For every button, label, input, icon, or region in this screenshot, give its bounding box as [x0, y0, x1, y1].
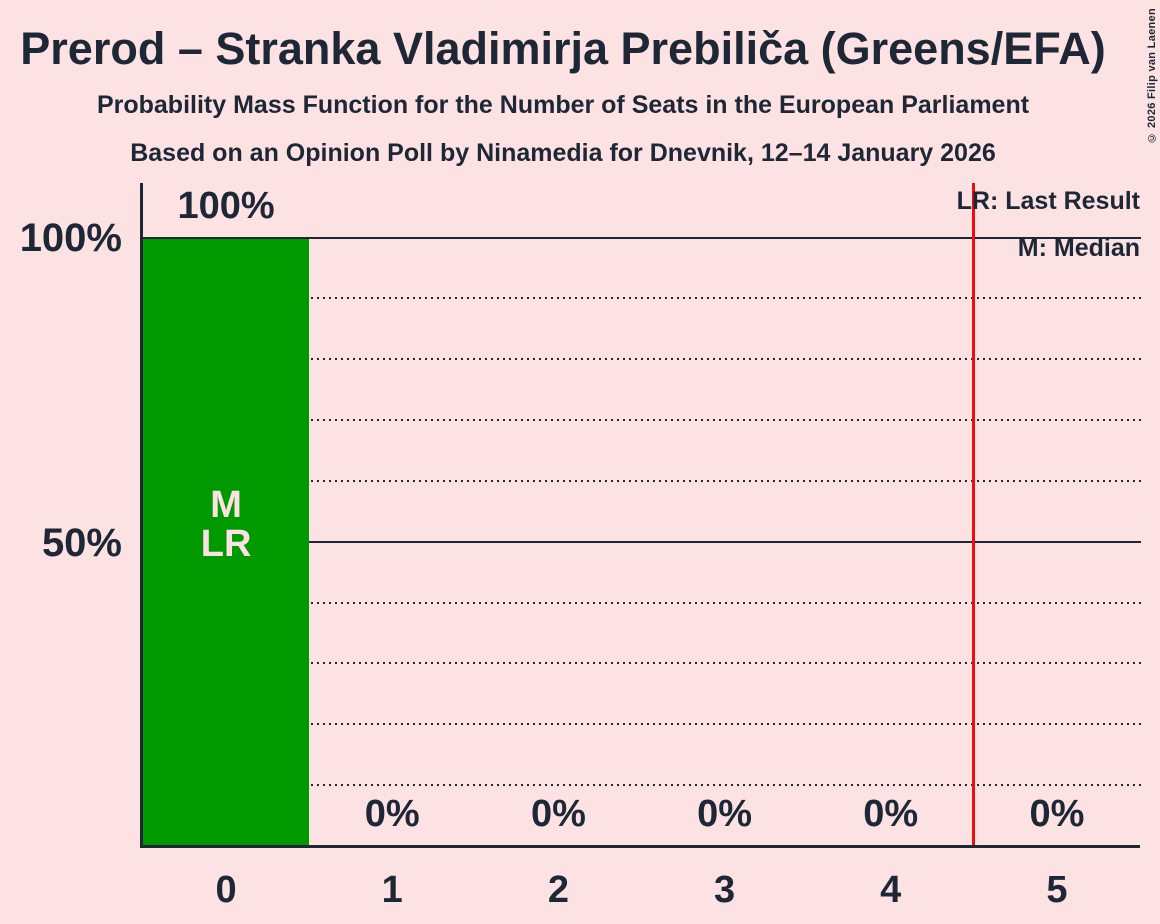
x-tick-label-3: 3	[714, 869, 736, 911]
plot-area: M LR 100% 0% 0% 0% 0% 0%	[140, 183, 1141, 848]
copyright-notice: © 2026 Filip van Laenen	[1146, 8, 1158, 144]
x-tick-label-5: 5	[1046, 869, 1068, 911]
x-tick-label-0: 0	[215, 869, 237, 911]
bar-seats-0: M LR	[143, 238, 310, 845]
y-axis-label-100: 100%	[19, 216, 122, 260]
bar-value-label-0: 100%	[177, 184, 275, 227]
bar-value-label-5: 0%	[1029, 793, 1085, 835]
chart-subtitle: Probability Mass Function for the Number…	[96, 91, 1030, 119]
gridline-100pct-solid	[143, 236, 1141, 239]
gridline-10pct	[143, 784, 1141, 787]
legend-last-result: LR: Last Result	[956, 187, 1140, 215]
bar-value-label-2: 0%	[530, 793, 586, 835]
bar-value-label-1: 0%	[364, 793, 420, 835]
median-marker: M	[210, 483, 242, 526]
gridline-40pct	[143, 601, 1141, 604]
chart-title: Prerod – Stranka Vladimirja Prebiliča (G…	[20, 23, 1106, 74]
last-result-marker: LR	[200, 522, 252, 565]
gridline-80pct	[143, 358, 1141, 361]
gridline-60pct	[143, 479, 1141, 482]
bar-value-label-4: 0%	[863, 793, 919, 835]
chart-subtitle-source: Based on an Opinion Poll by Ninamedia fo…	[130, 139, 996, 167]
gridline-20pct	[143, 723, 1141, 726]
x-tick-label-4: 4	[880, 869, 902, 911]
bar-value-label-3: 0%	[697, 793, 753, 835]
x-tick-label-1: 1	[381, 869, 403, 911]
gridline-30pct	[143, 662, 1141, 665]
gridline-90pct	[143, 297, 1141, 300]
last-result-line	[972, 183, 976, 845]
y-axis-label-50: 50%	[41, 521, 122, 565]
gridline-70pct	[143, 419, 1141, 422]
legend-median: M: Median	[1017, 234, 1140, 262]
x-tick-label-2: 2	[547, 869, 569, 911]
gridline-50pct-solid	[143, 540, 1141, 543]
